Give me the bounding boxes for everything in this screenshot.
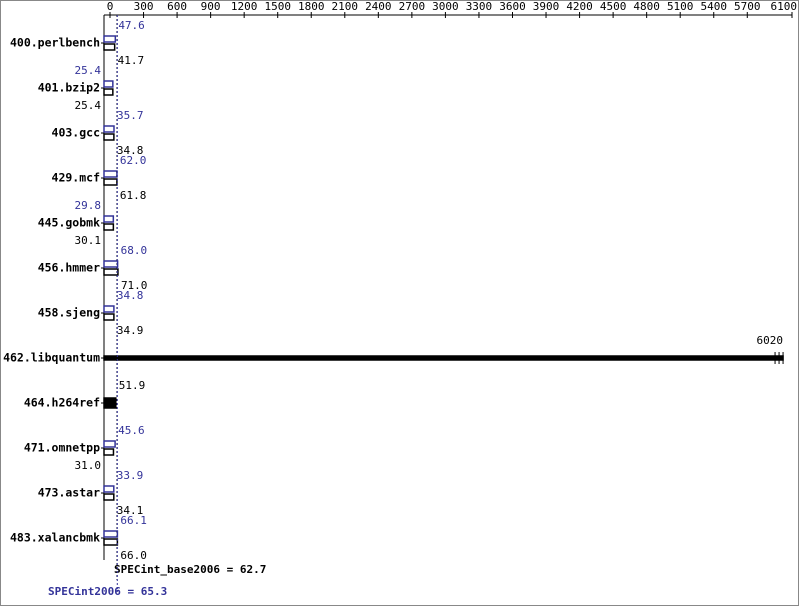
x-tick-label: 6100 [771,0,798,13]
bar [103,305,115,313]
x-tick-label: 1800 [298,0,325,13]
value-label: 34.8 [117,144,143,157]
summary-label: SPECint_base2006 = 62.7 [114,563,266,576]
x-tick-label: 3600 [499,0,526,13]
x-tick-label: 4200 [566,0,593,13]
bar [103,355,784,361]
bar [103,125,115,133]
bar [103,530,119,538]
bar [103,485,115,493]
value-label: 34.1 [117,504,144,517]
x-tick-label: 3000 [432,0,459,13]
x-tick-label: 1500 [264,0,291,13]
value-label: 30.1 [75,234,102,247]
category-label: 400.perlbench [10,36,100,50]
bar [103,440,116,448]
x-tick-label: 5100 [667,0,694,13]
x-tick-label: 4800 [633,0,660,13]
x-tick-label: 3900 [533,0,560,13]
x-tick-label: 300 [134,0,154,13]
category-label: 473.astar [38,486,100,500]
value-label: 6020 [757,334,784,347]
bar [103,133,115,141]
category-label: 471.omnetpp [24,441,100,455]
value-label: 61.8 [120,189,147,202]
x-tick-label: 2700 [399,0,426,13]
x-tick-label: 1200 [231,0,258,13]
category-label: 458.sjeng [38,306,100,320]
bar [103,170,118,178]
bar [103,493,115,501]
x-tick-label: 5700 [734,0,761,13]
value-label: 62.0 [120,154,146,167]
value-label: 34.8 [117,289,143,302]
value-label: 35.7 [117,109,144,122]
bar [103,538,119,546]
x-tick-label: 900 [201,0,221,13]
x-tick-label: 2400 [365,0,392,13]
category-label: 483.xalancbmk [10,531,100,545]
value-label: 45.6 [118,424,145,437]
x-tick-label: 2100 [332,0,359,13]
value-label: 66.0 [120,549,147,562]
x-tick-label: 4500 [600,0,627,13]
category-label: 401.bzip2 [38,81,100,95]
category-label: 464.h264ref [24,396,100,410]
bar [103,215,115,223]
value-label: 34.9 [117,324,144,337]
summary-label: SPECint2006 = 65.3 [48,585,167,598]
bar [103,397,117,409]
category-label: 462.libquantum [3,351,100,365]
bar [103,313,115,321]
x-tick-label: 0 [107,0,114,13]
value-label: 68.0 [121,244,148,257]
category-label: 429.mcf [52,171,101,185]
category-label: 456.hmmer [38,261,100,275]
value-label: 51.9 [119,379,145,392]
bar [103,43,116,51]
value-label: 41.7 [118,54,145,67]
bar [103,448,115,456]
bar [103,35,117,43]
bar [103,223,115,231]
x-tick-label: 3300 [466,0,493,13]
value-label: 66.1 [120,514,147,527]
category-label: 445.gobmk [38,216,100,230]
bar [103,178,118,186]
value-label: 47.6 [118,19,145,32]
bar [103,80,114,88]
category-label: 403.gcc [52,126,100,140]
x-tick-label: 5400 [700,0,727,13]
value-label: 25.4 [75,99,102,112]
value-label: 29.8 [75,199,102,212]
bar [103,88,114,96]
bar [103,268,119,276]
value-label: 33.9 [117,469,144,482]
value-label: 25.4 [75,64,102,77]
x-tick-label: 600 [167,0,187,13]
value-label: 31.0 [75,459,102,472]
value-label: 71.0 [121,279,148,292]
